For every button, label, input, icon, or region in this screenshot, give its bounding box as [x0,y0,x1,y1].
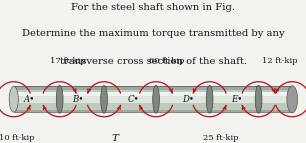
Text: Determine the maximum torque transmitted by any: Determine the maximum torque transmitted… [22,29,284,38]
Text: D•: D• [182,95,194,104]
Text: C•: C• [127,95,139,104]
Bar [259,86,292,112]
Bar [14,86,60,112]
Bar [156,90,210,110]
Text: T: T [111,134,118,143]
Ellipse shape [101,85,107,113]
Bar [259,92,292,96]
Bar [210,90,259,110]
Bar [60,93,104,103]
Bar [104,86,156,112]
Text: transverse cross section of the shaft.: transverse cross section of the shaft. [59,57,247,66]
Bar [210,86,259,112]
Text: B•: B• [72,95,84,104]
Text: A•: A• [23,95,35,104]
Ellipse shape [153,85,159,113]
Bar [210,92,259,96]
Text: 12 ft·kip: 12 ft·kip [262,57,298,65]
Bar [259,86,292,112]
Bar [60,90,104,110]
Bar [60,86,104,112]
Bar [60,92,104,96]
Bar [14,93,60,103]
Bar [156,93,210,103]
Text: 10 ft·kip: 10 ft·kip [0,134,35,142]
Bar [210,86,259,112]
Text: 25 ft·kip: 25 ft·kip [203,134,238,142]
Ellipse shape [56,85,63,113]
Ellipse shape [206,85,213,113]
Bar [156,86,210,112]
Bar [156,86,210,112]
Text: For the steel shaft shown in Fig.: For the steel shaft shown in Fig. [71,3,235,12]
Ellipse shape [255,85,262,113]
Bar [259,93,292,103]
Bar [104,86,156,112]
Bar [104,90,156,110]
Bar [210,93,259,103]
Bar [14,90,60,110]
Bar [14,92,60,96]
Bar [259,90,292,110]
Text: E•: E• [231,95,243,104]
Bar [156,92,210,96]
Bar [60,86,104,112]
Bar [104,93,156,103]
Bar [104,92,156,96]
Text: 60 ft·kip: 60 ft·kip [149,57,185,65]
Ellipse shape [9,86,18,112]
Text: 17 ft·kip: 17 ft·kip [50,57,85,65]
Ellipse shape [287,86,298,113]
Bar [14,86,60,112]
